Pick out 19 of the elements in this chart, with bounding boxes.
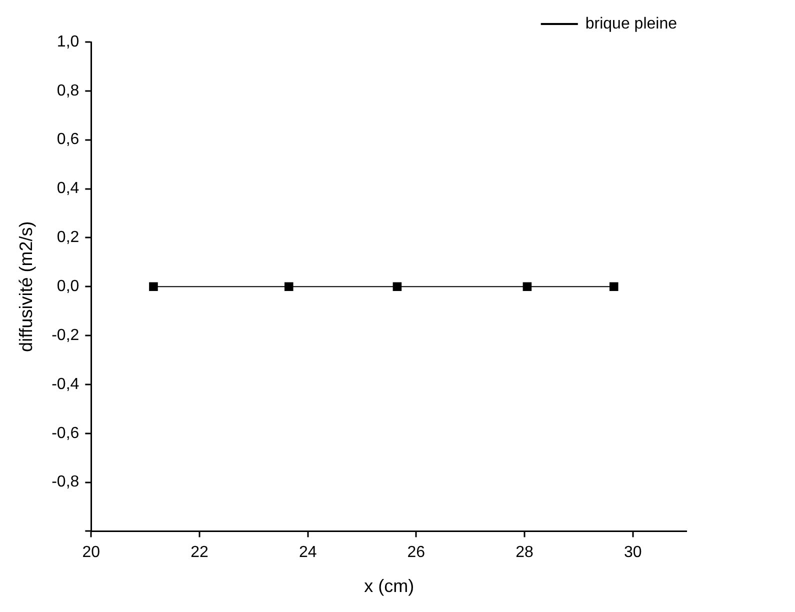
- y-tick-label: -0,8: [52, 474, 80, 491]
- y-tick-label: 0,4: [56, 180, 80, 198]
- x-tick-label: 24: [298, 544, 317, 562]
- y-tick-label: 1,0: [56, 33, 80, 50]
- x-axis-title: x (cm): [364, 576, 414, 596]
- y-tick-label: -0,6: [52, 424, 80, 442]
- y-tick-label: 0,8: [56, 82, 80, 100]
- legend-label: brique pleine: [585, 15, 678, 32]
- y-tick-label: 0,2: [56, 229, 80, 246]
- x-tick-label: 22: [190, 544, 209, 562]
- y-axis-title: diffusivité (m2/s): [16, 221, 36, 352]
- y-tick-label: 0,0: [56, 278, 80, 296]
- x-tick-label: 20: [82, 544, 100, 562]
- x-tick-label: 28: [516, 544, 534, 562]
- y-tick-label: -0,4: [52, 376, 80, 393]
- x-tick-label: 26: [407, 544, 426, 562]
- y-tick-label: 0,6: [56, 131, 80, 148]
- y-tick-label: -0,2: [52, 326, 80, 344]
- x-tick-label: 30: [624, 544, 642, 562]
